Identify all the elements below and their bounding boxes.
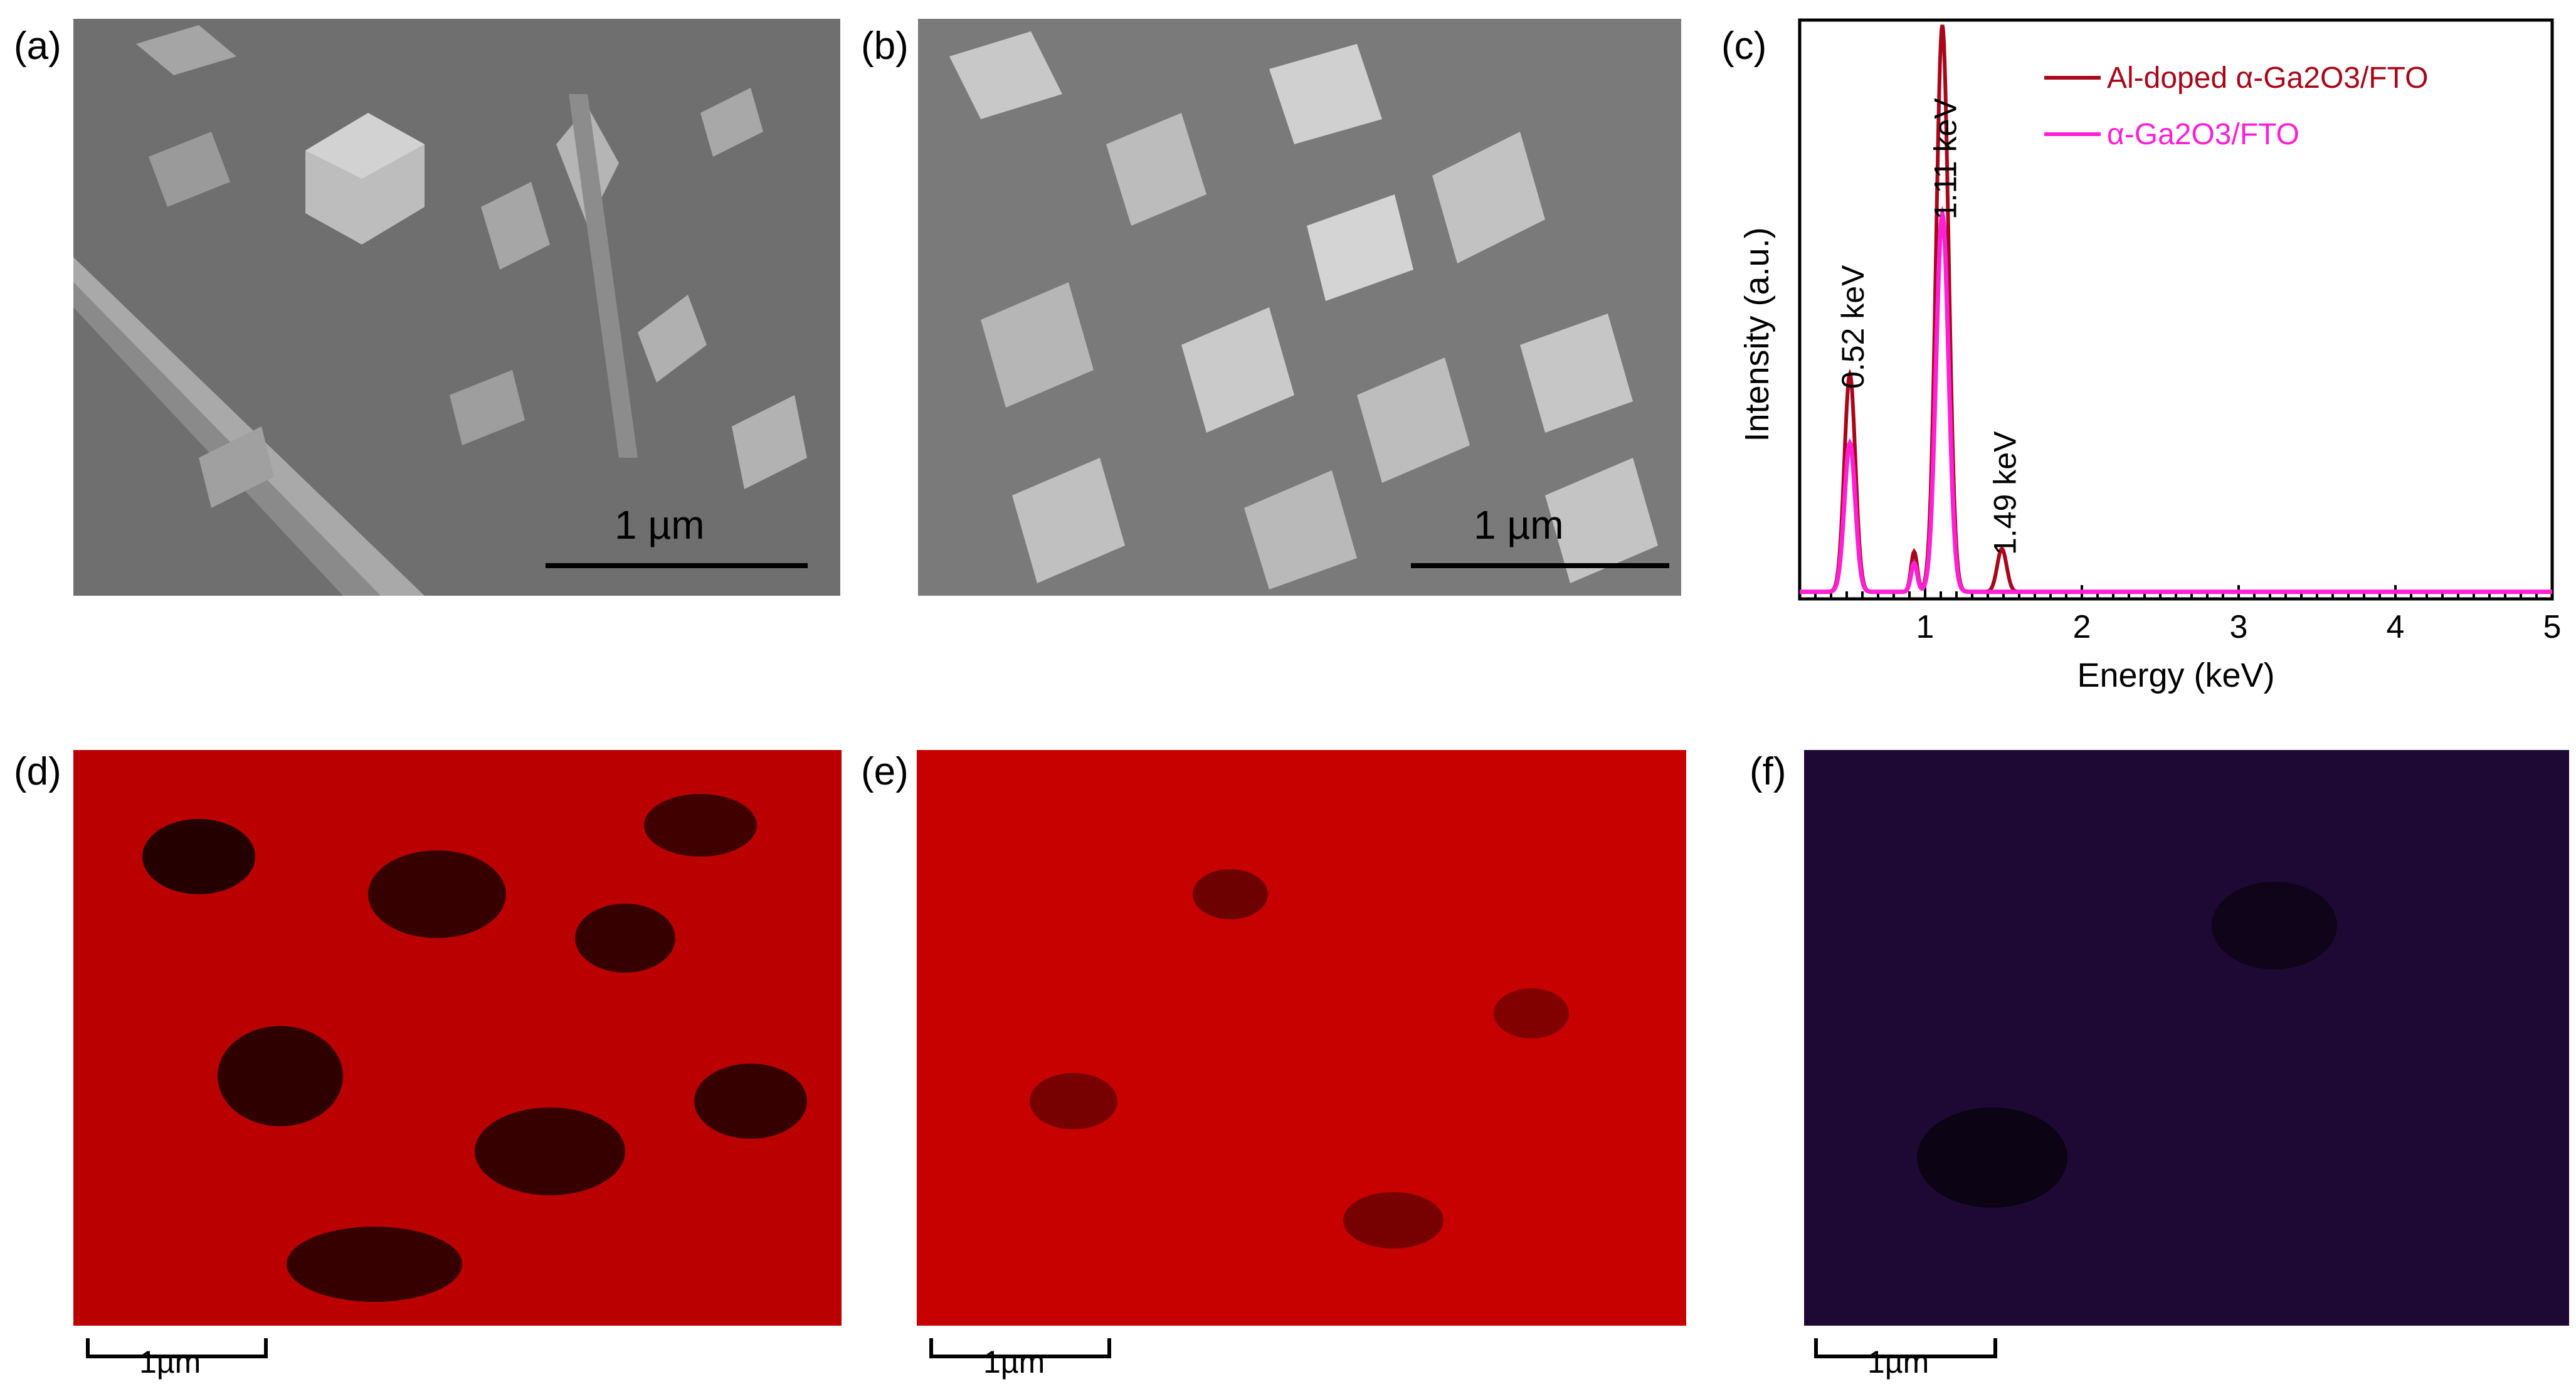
element-map-e <box>917 750 1686 1326</box>
legend: Al-doped α-Ga2O3/FTO α-Ga2O3/FTO <box>2044 61 2428 151</box>
x-axis-label: Energy (keV) <box>2077 657 2274 694</box>
x-tick-label: 4 <box>2387 609 2405 645</box>
map-scale-label-d: 1µm <box>139 1344 201 1380</box>
eds-spectrum-chart: 1 2 3 4 5 0.52 keV 1.11 keV 1.49 keV Al-doped … <box>1718 13 2571 740</box>
scale-bar-b <box>1411 563 1669 568</box>
eds-map-f <box>1804 750 2569 1326</box>
eds-map-d <box>73 750 842 1326</box>
map-scale-bar-d <box>86 1338 268 1358</box>
panel-label-c: (c) <box>1721 24 1767 68</box>
x-tick-label: 2 <box>2073 609 2091 645</box>
map-scale-bar-f <box>1814 1338 1997 1358</box>
x-tick-label: 1 <box>1916 609 1935 645</box>
legend-label-undoped: α-Ga2O3/FTO <box>2107 118 2299 151</box>
series-line-undoped <box>1800 205 2552 594</box>
x-tick-label: 5 <box>2543 609 2562 645</box>
peak-annotation-1: 1.11 keV <box>1928 98 1963 219</box>
scale-bar-a <box>546 563 808 568</box>
map-scale-bar-e <box>929 1338 1111 1358</box>
y-axis-label: Intensity (a.u.) <box>1738 227 1776 441</box>
panel-label-b: (b) <box>861 24 909 68</box>
sem-micrograph-b <box>918 19 1681 596</box>
series-group <box>1800 24 2552 594</box>
panel-label-d: (d) <box>14 750 61 793</box>
panel-label-e: (e) <box>861 750 909 793</box>
map-scale-label-f: 1µm <box>1867 1344 1929 1380</box>
eds-spectrum-svg: 1 2 3 4 5 0.52 keV 1.11 keV 1.49 keV Al-doped … <box>1738 18 2562 694</box>
x-tick-label: 3 <box>2230 609 2248 645</box>
series-line-al-doped <box>1800 24 2552 594</box>
eds-map-e <box>917 750 1686 1326</box>
element-map-d <box>73 750 842 1326</box>
panel-label-a: (a) <box>14 24 61 68</box>
scale-label-b: 1 µm <box>1474 502 1564 547</box>
legend-label-al-doped: Al-doped α-Ga2O3/FTO <box>2107 61 2428 95</box>
scale-label-a: 1 µm <box>615 502 705 547</box>
element-map-f <box>1804 750 2569 1326</box>
plot-frame <box>1798 18 2554 601</box>
panel-label-f: (f) <box>1750 750 1787 793</box>
peak-annotation-2: 1.49 keV <box>1988 431 2023 555</box>
sem-image-b <box>918 19 1681 596</box>
map-scale-label-e: 1µm <box>983 1344 1045 1380</box>
peak-annotations: 0.52 keV 1.11 keV 1.49 keV <box>1835 98 2023 555</box>
sem-micrograph-a <box>73 19 840 596</box>
peak-annotation-0: 0.52 keV <box>1835 265 1871 389</box>
sem-image-a <box>73 19 840 596</box>
x-axis-ticks: 1 2 3 4 5 <box>1814 585 2562 645</box>
